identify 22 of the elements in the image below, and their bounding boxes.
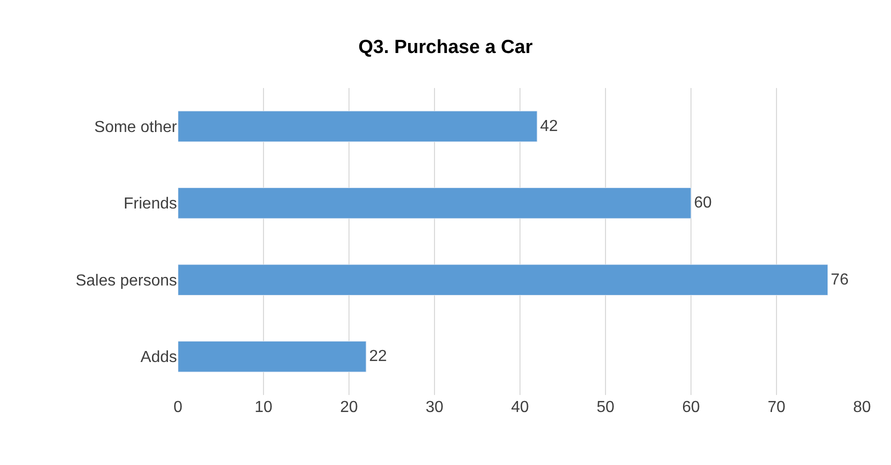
bar bbox=[178, 110, 538, 142]
x-tick-label: 60 bbox=[682, 399, 700, 416]
chart-title: Q3. Purchase a Car bbox=[358, 37, 534, 58]
bar bbox=[178, 341, 366, 372]
x-tick-label: 20 bbox=[340, 399, 358, 416]
x-tick-label: 10 bbox=[254, 399, 272, 416]
y-tick-label: Friends bbox=[124, 196, 177, 213]
y-tick-label: Some other bbox=[94, 118, 178, 136]
data-label: 22 bbox=[369, 348, 387, 366]
data-label: 42 bbox=[540, 118, 558, 135]
x-tick-label: 80 bbox=[853, 399, 871, 416]
bar bbox=[178, 188, 692, 219]
data-label: 76 bbox=[830, 271, 849, 288]
x-tick-label: 40 bbox=[511, 399, 529, 416]
bar bbox=[178, 264, 828, 296]
y-tick-label: Sales persons bbox=[76, 272, 177, 290]
data-label: 60 bbox=[694, 194, 712, 212]
x-tick-label: 70 bbox=[768, 399, 786, 416]
x-tick-label: 50 bbox=[596, 399, 614, 416]
x-tick-label: 0 bbox=[174, 399, 183, 416]
x-tick-label: 30 bbox=[426, 399, 444, 416]
y-tick-label: Adds bbox=[140, 349, 177, 366]
